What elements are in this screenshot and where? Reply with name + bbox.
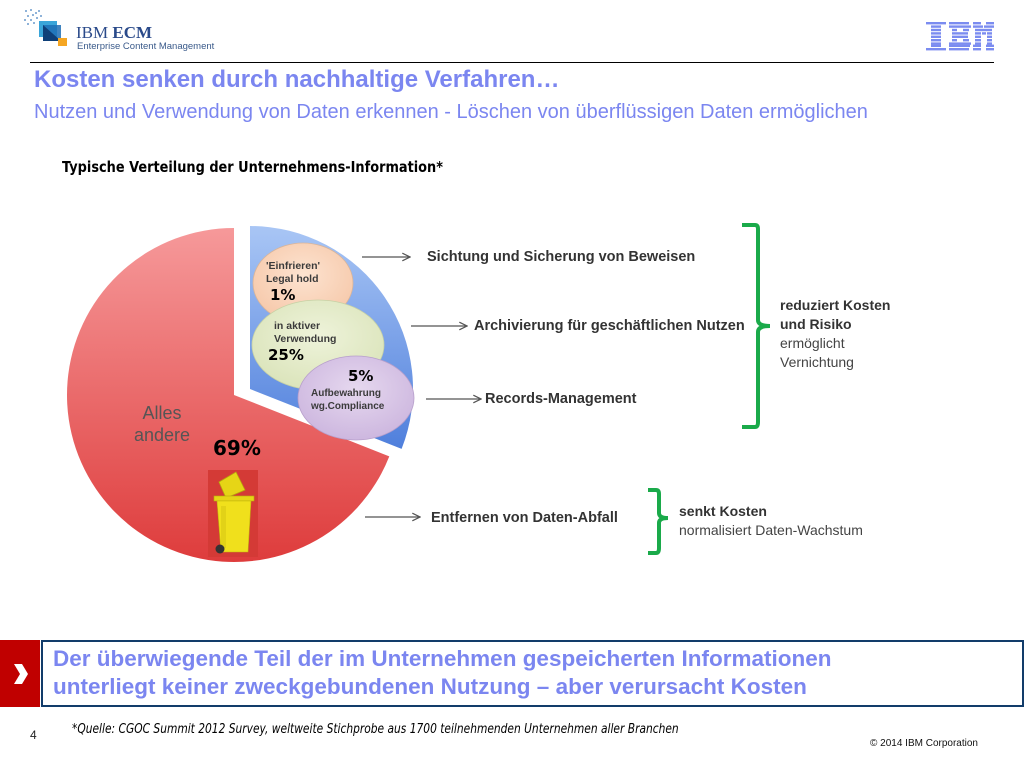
bubble-compliance-label: Aufbewahrung wg.Compliance [311, 387, 384, 413]
bubble-compliance-line2: wg.Compliance [311, 401, 385, 412]
bubble-legal-hold-line1: 'Einfrieren' [266, 260, 321, 272]
note-ermoeglicht: ermöglicht [780, 335, 845, 351]
bubble-active-use-pct: 25% [268, 346, 304, 364]
ibm-logo-icon [926, 22, 994, 51]
source-footnote: *Quelle: CGOC Summit 2012 Survey, weltwe… [72, 722, 679, 737]
callout-box [41, 640, 1024, 707]
callout-marker [0, 640, 40, 707]
bubble-active-use-label: in aktiver Verwendung [274, 320, 336, 346]
note-vernichtung: Vernichtung [780, 354, 854, 370]
callout-line2: unterliegt keiner zweckgebundenen Nutzun… [53, 674, 807, 699]
bubble-legal-hold-line2: Legal hold [266, 273, 319, 285]
outcome-beweise: Sichtung und Sicherung von Beweisen [427, 249, 696, 265]
slide-title: Kosten senken durch nachhaltige Verfahre… [34, 66, 560, 93]
callout-line1: Der überwiegende Teil der im Unternehmen… [53, 646, 832, 671]
ibm-ecm-logo-mark-icon [24, 9, 67, 46]
lower-bracket-note: senkt Kosten normalisiert Daten-Wachstum [679, 502, 863, 540]
trash-bin-icon [208, 470, 258, 557]
header-divider [30, 62, 994, 63]
logo-tagline: Enterprise Content Management [77, 41, 215, 52]
big-slice-pct: 69% [213, 436, 261, 460]
note-senkt-kosten: senkt Kosten [679, 503, 767, 519]
outcome-archivierung: Archivierung für geschäftlichen Nutzen [474, 318, 745, 334]
callout-text: Der überwiegende Teil der im Unternehmen… [53, 645, 832, 701]
bubble-compliance-pct: 5% [348, 367, 374, 385]
slide-subtitle: Nutzen und Verwendung von Daten erkennen… [34, 101, 868, 123]
bubble-legal-hold-label: 'Einfrieren' Legal hold [266, 260, 320, 286]
outcome-records: Records-Management [485, 391, 637, 407]
bubble-active-use-line2: Verwendung [274, 333, 337, 345]
note-normalisiert: normalisiert Daten-Wachstum [679, 522, 863, 538]
note-und-risiko: und Risiko [780, 316, 852, 332]
big-slice-label: Alles andere [132, 402, 192, 446]
big-slice-label-line1: Alles [142, 403, 182, 423]
bubble-compliance-line1: Aufbewahrung [311, 388, 381, 399]
big-slice-label-line2: andere [133, 425, 191, 445]
bracket-upper [742, 223, 771, 429]
note-reduziert-kosten: reduziert Kosten [780, 297, 891, 313]
upper-bracket-note: reduziert Kosten und Risiko ermöglicht V… [780, 296, 890, 372]
bubble-compliance [297, 355, 415, 441]
bubble-active-use-line1: in aktiver [274, 320, 321, 332]
logo-title: IBM ECM [76, 23, 153, 42]
page-number: 4 [30, 728, 37, 742]
bubble-legal-hold-pct: 1% [270, 286, 296, 304]
chart-heading: Typische Verteilung der Unternehmens-Inf… [62, 158, 443, 176]
chevron-right-icon [14, 663, 28, 684]
slice-alles-andere [66, 228, 390, 563]
bracket-lower [648, 488, 669, 555]
outcome-abfall: Entfernen von Daten-Abfall [431, 510, 618, 526]
copyright: © 2014 IBM Corporation [870, 738, 978, 749]
